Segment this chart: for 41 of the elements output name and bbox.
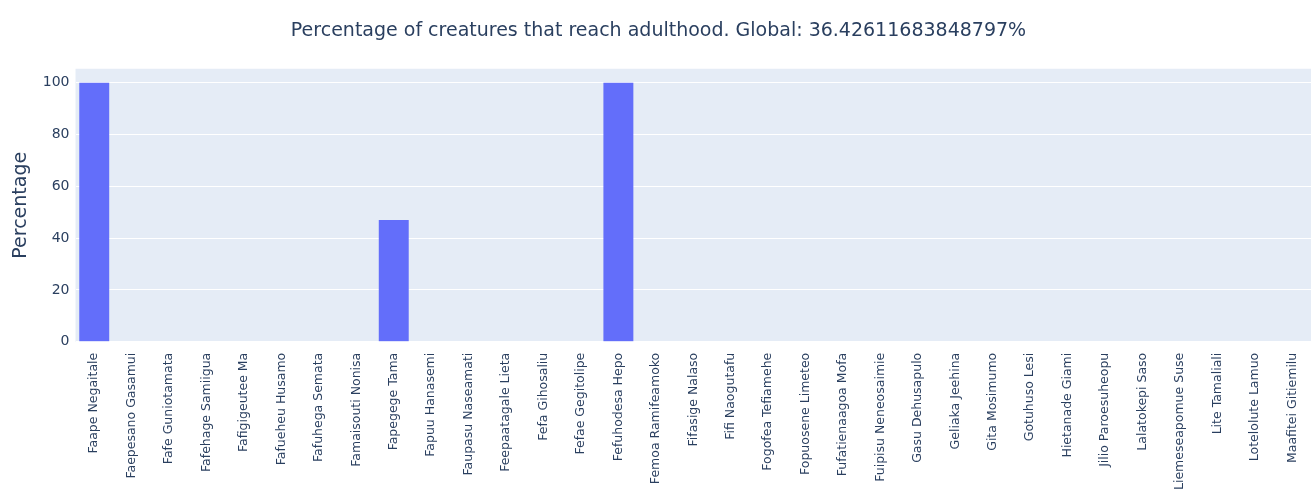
y-tick-label: 0 xyxy=(60,332,70,349)
chart-title: Percentage of creatures that reach adulthood. Global: 36.42611683848797% xyxy=(290,18,1027,41)
y-tick-label: 20 xyxy=(51,280,70,297)
x-tick-label: Fefuhodesa Hepo xyxy=(609,352,625,462)
x-tick-label: Lalatokepi Saso xyxy=(1133,352,1149,451)
x-tick-label: Fifi Naogutafu xyxy=(721,352,737,440)
x-tick-label: Fafe Guniotamata xyxy=(160,352,176,465)
y-axis-title: Percentage xyxy=(8,151,31,259)
x-tick-label: Gotuhuso Lesi xyxy=(1021,352,1037,442)
x-tick-label: Fuipisu Neneosaimie xyxy=(871,352,887,482)
y-tick-label: 100 xyxy=(42,73,70,90)
x-tick-label: Jilio Paroesuheopu xyxy=(1096,352,1112,468)
x-tick-label: Fogofea Tefiamehe xyxy=(759,352,775,471)
x-tick-label: Fafigigeutee Ma xyxy=(235,352,251,452)
x-tick-label: Faupasu Naseamati xyxy=(459,352,475,476)
x-tick-label: Faepesano Gasamui xyxy=(122,352,138,479)
x-tick-label: Feepaatagale Lieta xyxy=(497,352,513,472)
x-tick-label: Faape Negaitale xyxy=(85,352,101,454)
x-tick-label: Fapuu Hanasemi xyxy=(422,352,438,457)
x-tick-label: Fufatienaagoa Mofa xyxy=(834,352,850,477)
x-tick-label: Fapegege Tama xyxy=(385,352,400,451)
y-tick-label: 60 xyxy=(51,177,70,194)
x-tick-label: Geliaka Jeehina xyxy=(946,352,962,450)
y-tick-label: 40 xyxy=(51,228,70,245)
x-tick-label: Gita Mosimumo xyxy=(984,352,1000,451)
x-tick-label: Fafehage Samiigua xyxy=(197,352,213,472)
x-tick-label: Fopuosene Limeteo xyxy=(796,352,812,475)
x-tick-label: Gasu Dehusapulo xyxy=(909,352,925,463)
x-tick-label: Lite Tamaliali xyxy=(1208,352,1224,435)
x-tick-label: Maafitei Gitiemilu xyxy=(1283,352,1299,464)
x-tick-label: Fefa Gihosaliu xyxy=(534,352,550,441)
x-tick-label: Famaisouti Nonisa xyxy=(347,352,363,467)
x-tick-label: Fafueheu Husamo xyxy=(272,352,288,466)
x-tick-label: Femoa Ramifeamoko xyxy=(647,352,663,485)
x-tick-label: Fefae Gegitolipe xyxy=(572,352,588,455)
x-tick-label: Lotelolute Lamuo xyxy=(1246,352,1262,462)
x-tick-label: Hietanade Giami xyxy=(1058,352,1074,458)
x-tick-label: Fafuhega Semata xyxy=(310,352,326,462)
y-tick-label: 80 xyxy=(51,125,70,142)
x-tick-label: Liemeseapomue Suse xyxy=(1171,352,1187,490)
x-tick-label: Fifasige Nalaso xyxy=(684,352,700,447)
